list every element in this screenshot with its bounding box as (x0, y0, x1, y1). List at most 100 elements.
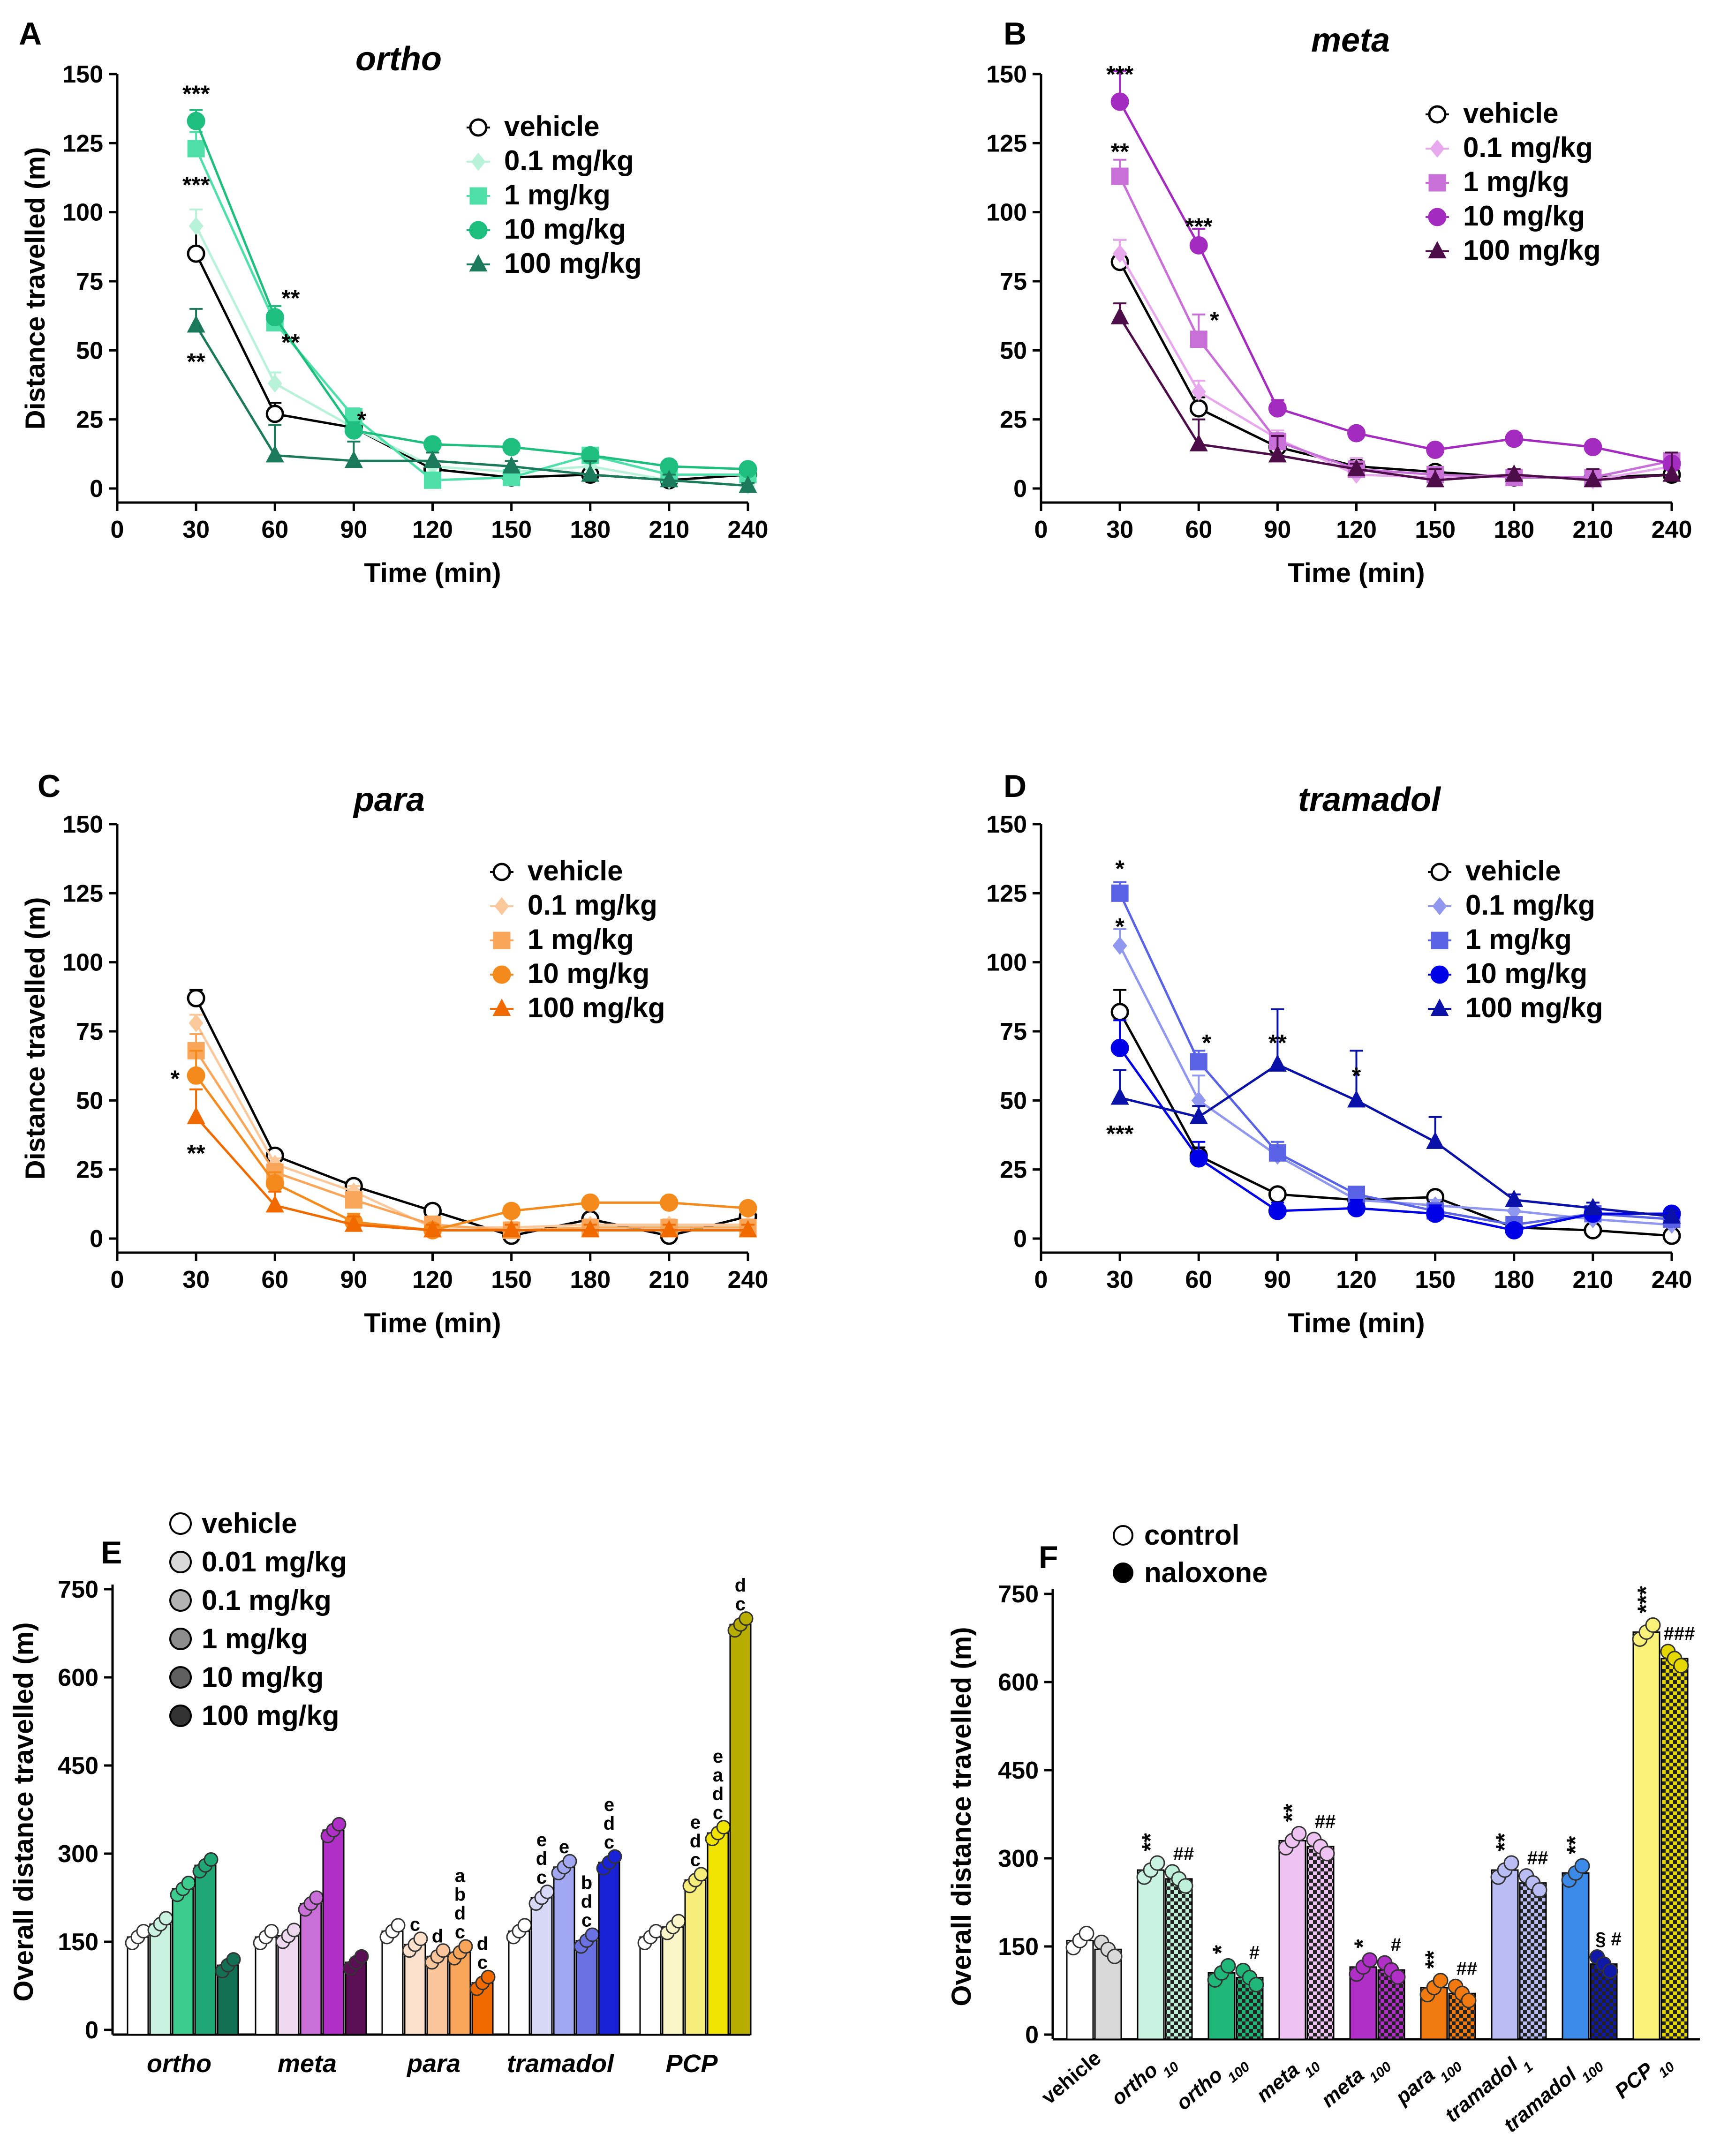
data-point (267, 374, 282, 393)
letter: c (477, 1953, 488, 1973)
series-line (195, 225, 748, 487)
x-tick-label: 150 (491, 516, 532, 543)
series-1-mg-kg (1111, 881, 1681, 1234)
data-point (1110, 1087, 1129, 1105)
significance-mark: ** (1137, 1833, 1163, 1851)
y-tick-label: 75 (1000, 268, 1027, 295)
data-point (1189, 434, 1208, 451)
data-point (344, 421, 363, 440)
data-point (1111, 167, 1129, 185)
data-point (287, 1923, 302, 1938)
y-tick-label: 0 (90, 475, 103, 503)
x-tick-label: 210 (1572, 1266, 1613, 1293)
significance-mark: * (357, 406, 366, 433)
data-point (354, 1949, 369, 1964)
x-tick-label: 120 (412, 516, 453, 543)
series-line (195, 120, 748, 471)
y-tick-label: 750 (998, 1581, 1039, 1608)
y-axis-title: Distance travelled (m) (20, 897, 51, 1180)
x-tick-label: 180 (570, 1266, 611, 1293)
x-tick-label: 180 (1494, 516, 1534, 543)
data-point (332, 1817, 347, 1832)
category-label: para (406, 2050, 460, 2078)
x-tick-label: 150 (1415, 516, 1456, 543)
significance-mark: * (1115, 856, 1124, 882)
panel-letter: C (38, 768, 60, 804)
letter: d (454, 1903, 466, 1924)
y-tick-label: 25 (76, 1157, 103, 1184)
legend-marker (1430, 965, 1449, 984)
series-10-mg-kg (187, 109, 757, 479)
bar (277, 1935, 300, 2036)
letter: d (432, 1926, 443, 1946)
legend: control naloxone (1113, 1519, 1268, 1588)
significance-mark: * (171, 1066, 180, 1092)
letter: c (604, 1832, 614, 1853)
x-tick-label: 150 (491, 1266, 532, 1293)
bar-chart-E: E 0 150 300 450 600 750 Overall distance travel… (8, 1508, 754, 2078)
y-tick-label: 0 (1025, 2021, 1039, 2049)
data-point (660, 470, 679, 488)
data-point (1574, 1858, 1590, 1874)
data-point (1191, 383, 1206, 401)
data-point (671, 1914, 686, 1929)
significance-mark: * (1350, 1939, 1376, 1948)
significance-mark: ** (187, 1140, 205, 1166)
panel-letter: F (1039, 1540, 1058, 1575)
bar-chart-F: F 0 150 300 450 600 750 Overall distance travel… (946, 1519, 1700, 2137)
data-point (739, 460, 757, 479)
bar-control (1137, 1869, 1165, 2040)
x-tick-label: 60 (1185, 1266, 1212, 1293)
significance-mark: # (1391, 1935, 1401, 1955)
x-tick-label: 0 (111, 516, 124, 543)
data-point (1291, 1825, 1307, 1841)
bar-group-vehicle: vehicle (1037, 1925, 1123, 2109)
data-point (189, 1014, 204, 1032)
x-tick-label: 90 (340, 516, 367, 543)
y-tick-label: 300 (998, 1845, 1039, 1872)
letter: c (713, 1803, 723, 1823)
series-line (195, 148, 748, 481)
series-line (1119, 316, 1672, 481)
x-tick-label: 90 (340, 1266, 367, 1293)
category-label: ortho (147, 2050, 211, 2078)
bar (426, 1955, 449, 2036)
significance-mark: ## (1173, 1844, 1194, 1864)
category-label: ortho10 (1107, 2046, 1182, 2117)
series-line (1119, 1063, 1672, 1218)
legend-marker (493, 932, 511, 949)
data-point (1584, 470, 1602, 488)
x-tick-label: 210 (1572, 516, 1613, 543)
series-line (1118, 1011, 1672, 1237)
y-tick-label: 100 (62, 199, 103, 226)
x-tick-label: 0 (111, 1266, 124, 1293)
data-point (1503, 1855, 1519, 1871)
data-point (1505, 1221, 1524, 1240)
legend-label: 1 mg/kg (1465, 924, 1572, 955)
legend-label: 10 mg/kg (528, 958, 649, 989)
letter: e (690, 1812, 701, 1833)
significance-letters: c (410, 1914, 420, 1935)
y-tick-label: 150 (998, 1933, 1039, 1961)
data-point (1426, 470, 1445, 488)
data-point (660, 1220, 679, 1238)
legend-marker (1432, 897, 1447, 916)
bar-group-PCP-10: ***### PCP10 (1610, 1586, 1695, 2103)
legend-marker (1428, 174, 1446, 192)
data-point (187, 112, 205, 130)
x-tick-label: 150 (1415, 1266, 1456, 1293)
legend-marker (1113, 1563, 1133, 1583)
y-tick-label: 50 (76, 1087, 103, 1114)
letter: e (536, 1830, 547, 1850)
bar (381, 1930, 404, 2036)
data-point (1149, 1855, 1165, 1871)
data-point (1110, 92, 1129, 111)
series-line (195, 1116, 748, 1232)
legend-marker (494, 897, 509, 916)
data-point (1347, 1199, 1366, 1217)
